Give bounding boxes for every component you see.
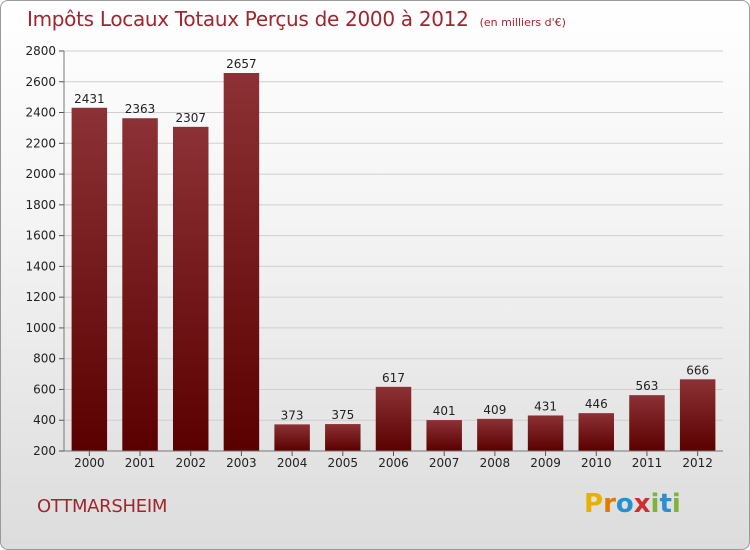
- x-tick-label: 2011: [632, 456, 663, 470]
- commune-name: OTTMARSHEIM: [37, 496, 168, 517]
- bar: [274, 424, 310, 451]
- y-tick-label: 600: [33, 382, 56, 396]
- x-tick-label: 2012: [682, 456, 713, 470]
- logo-letter: t: [659, 489, 672, 519]
- bar-value-label: 2657: [226, 57, 257, 71]
- bar-value-label: 2431: [74, 92, 105, 106]
- x-tick-label: 2008: [480, 456, 511, 470]
- bar: [172, 126, 209, 451]
- logo-letter: i: [650, 489, 660, 519]
- logo-letter: P: [584, 489, 604, 519]
- bar-value-label: 617: [382, 371, 405, 385]
- bar-value-label: 666: [686, 363, 709, 377]
- bar: [375, 386, 412, 451]
- chart-title: Impôts Locaux Totaux Perçus de 2000 à 20…: [27, 7, 469, 31]
- bars: 2431 2363 2307 2657 373 375 617 401 409 431 446 563…: [71, 57, 716, 452]
- x-tick-label: 2000: [74, 456, 105, 470]
- y-tick-label: 200: [33, 444, 56, 458]
- bar: [578, 413, 615, 451]
- bar: [426, 420, 462, 451]
- y-tick-label: 2600: [25, 75, 56, 89]
- x-tick-label: 2007: [429, 456, 460, 470]
- x-tick-label: 2006: [378, 456, 409, 470]
- y-tick-label: 1200: [25, 290, 56, 304]
- bar-value-label: 373: [281, 408, 304, 422]
- logo-letter: o: [615, 489, 634, 519]
- y-axis: 200 400 600 800 1000 1200 1400 1600 1800 2000 2200…: [25, 44, 65, 458]
- title-row: Impôts Locaux Totaux Perçus de 2000 à 20…: [27, 7, 566, 31]
- bar-value-label: 401: [433, 404, 456, 418]
- y-tick-label: 2000: [25, 167, 56, 181]
- bar-value-label: 2363: [125, 102, 156, 116]
- y-tick-label: 1000: [25, 321, 56, 335]
- bar: [527, 415, 564, 451]
- logo-letter: i: [671, 489, 681, 519]
- y-tick-label: 2200: [25, 136, 56, 150]
- x-tick-label: 2010: [581, 456, 612, 470]
- proxiti-logo[interactable]: Proxiti: [584, 489, 681, 519]
- y-tick-label: 2400: [25, 106, 56, 120]
- x-tick-label: 2003: [226, 456, 257, 470]
- logo-letter: r: [603, 489, 616, 519]
- bar: [122, 118, 158, 451]
- y-tick-label: 1600: [25, 229, 56, 243]
- y-tick-label: 2800: [25, 44, 56, 58]
- x-tick-label: 2001: [125, 456, 156, 470]
- bar-value-label: 446: [585, 397, 608, 411]
- y-tick-label: 1400: [25, 259, 56, 273]
- x-tick-label: 2002: [175, 456, 206, 470]
- bar: [629, 395, 665, 451]
- bar: [325, 424, 361, 451]
- y-tick-label: 400: [33, 413, 56, 427]
- x-tick-label: 2009: [530, 456, 561, 470]
- bar: [679, 379, 716, 451]
- bar-value-label: 375: [331, 408, 354, 422]
- bar: [223, 73, 260, 451]
- bar: [477, 418, 513, 451]
- bar-value-label: 563: [636, 379, 659, 393]
- chart-subtitle: (en milliers d'€): [479, 16, 566, 29]
- x-axis: 2000 2001 2002 2003 2004 2005 2006 2007 2008 2009…: [64, 450, 723, 470]
- x-tick-label: 2005: [328, 456, 359, 470]
- x-tick-label: 2004: [277, 456, 308, 470]
- bar: [71, 107, 108, 452]
- y-tick-label: 1800: [25, 198, 56, 212]
- bar-value-label: 2307: [175, 111, 206, 125]
- y-tick-label: 800: [33, 352, 56, 366]
- bar-value-label: 409: [483, 403, 506, 417]
- bar-value-label: 431: [534, 399, 557, 413]
- logo-letter: x: [633, 489, 651, 519]
